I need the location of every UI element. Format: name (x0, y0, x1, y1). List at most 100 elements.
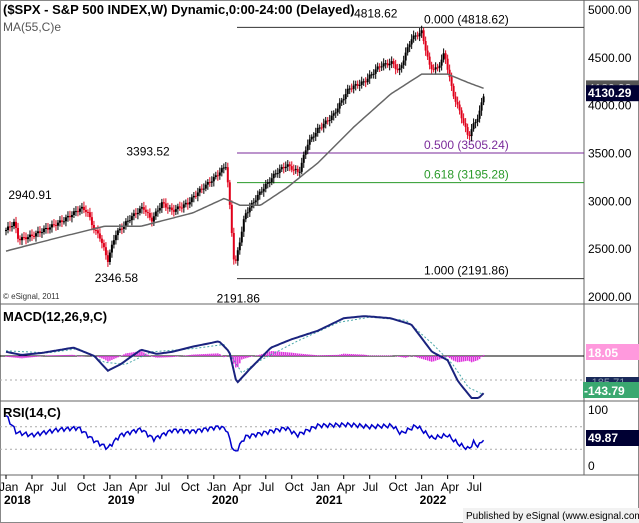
candle-body (218, 172, 221, 176)
candle-body (24, 237, 27, 240)
candle-body (478, 110, 481, 119)
candle-body (30, 234, 33, 236)
candle-body (96, 230, 99, 234)
candle-body (58, 220, 61, 223)
candle-body (400, 65, 403, 69)
candle-body (360, 81, 363, 85)
candle-body (468, 134, 471, 137)
candle-body (242, 219, 245, 232)
candle-body (210, 181, 213, 183)
candle-body (352, 85, 355, 89)
candle-body (422, 30, 425, 42)
candle-body (442, 53, 445, 60)
candle-body (224, 167, 227, 169)
rsi-line (5, 414, 485, 452)
candle-body (126, 220, 129, 222)
candle-body (208, 181, 211, 183)
x-axis: Jan Apr Jul Oct Jan Apr Jul Oct Jan Apr Jul Oct Jan A… (0, 475, 482, 507)
x-month-label: Jan (0, 480, 18, 494)
candle-body (138, 208, 141, 213)
x-month-label: Jul (51, 480, 66, 494)
rsi-value-tag-bg (586, 430, 639, 446)
x-month-label: Apr (25, 480, 44, 494)
candle-body (82, 206, 85, 211)
price-annotation: 4818.62 (354, 6, 398, 20)
candle-body (164, 203, 167, 208)
candle-body (456, 101, 459, 105)
candle-body (40, 232, 43, 234)
candle-body (288, 164, 291, 167)
candle-body (460, 110, 463, 119)
candle-body (168, 207, 171, 209)
candle-body (176, 206, 179, 210)
candle-body (16, 227, 19, 239)
candle-body (366, 78, 369, 83)
candle-body (280, 167, 283, 170)
macd-line (5, 315, 485, 399)
candle-body (220, 168, 223, 173)
x-month-label: Jul (259, 480, 274, 494)
candle-body (98, 233, 101, 239)
candle-body (390, 61, 393, 64)
price-tick-label: 4000.00 (588, 99, 632, 113)
candle-body (174, 209, 177, 212)
candle-body (60, 220, 63, 222)
macd-signal-tag-bg (586, 344, 639, 360)
candle-body (344, 93, 347, 100)
candle-body (316, 127, 319, 134)
candle-body (124, 221, 127, 226)
candle-body (356, 84, 359, 86)
candle-body (68, 215, 71, 218)
macd-value-tag-bg (583, 382, 639, 398)
candle-body (374, 69, 377, 74)
candle-body (388, 63, 391, 66)
candle-body (38, 231, 41, 233)
candle-body (336, 108, 339, 113)
candle-body (160, 202, 163, 209)
candle-body (72, 211, 75, 216)
price-tick-label: 3500.00 (588, 147, 632, 161)
candle-body (320, 127, 323, 129)
candle-body (414, 35, 417, 37)
candle-body (332, 113, 335, 116)
candle-body (140, 207, 143, 209)
candle-body (66, 215, 69, 218)
candle-body (308, 139, 311, 145)
candle-body (110, 244, 113, 253)
candle-body (22, 237, 25, 239)
candle-body (192, 195, 195, 198)
candle-body (104, 247, 107, 256)
candle-body (458, 104, 461, 111)
candle-body (334, 112, 337, 114)
candle-body (128, 220, 131, 222)
candle-body (204, 184, 207, 189)
ma-legend: MA(55,C)e (3, 20, 61, 34)
candle-body (292, 169, 295, 171)
candle-body (248, 207, 251, 213)
rsi-panel: 10050049.87 (0, 403, 639, 473)
candle-body (476, 118, 479, 122)
candle-body (322, 123, 325, 128)
x-month-label: Jul (155, 480, 170, 494)
fib-label: 1.000 (2191.86) (424, 264, 509, 278)
candle-body (146, 212, 149, 214)
candle-body (386, 63, 389, 66)
candle-body (428, 56, 431, 65)
ma-line (5, 73, 484, 252)
candle-body (144, 209, 147, 213)
candle-body (472, 123, 475, 130)
candle-body (100, 238, 103, 244)
candle-body (296, 168, 299, 172)
candle-body (446, 58, 449, 70)
candle-body (118, 228, 121, 231)
candle-body (452, 85, 455, 97)
candle-body (358, 84, 361, 86)
candle-body (306, 144, 309, 151)
candle-body (10, 226, 13, 228)
candle-body (244, 213, 247, 220)
candle-body (290, 166, 293, 170)
candle-body (342, 99, 345, 101)
candle-body (348, 88, 351, 90)
